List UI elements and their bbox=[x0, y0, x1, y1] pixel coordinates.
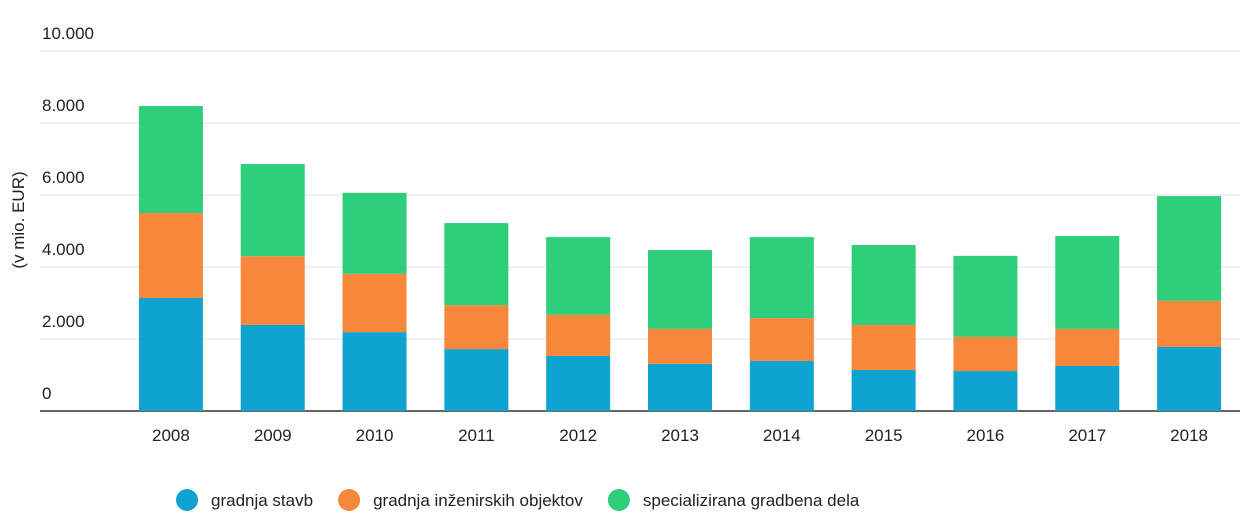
bar-segment bbox=[1055, 328, 1120, 366]
bar-segment bbox=[240, 164, 305, 257]
y-tick-label: 10.000 bbox=[42, 24, 94, 43]
bar-segment bbox=[546, 237, 611, 315]
bar-segment bbox=[648, 328, 712, 364]
x-tick-label: 2015 bbox=[865, 426, 903, 445]
bar-segment bbox=[240, 256, 305, 325]
legend-label: gradnja inženirskih objektov bbox=[373, 491, 583, 510]
bar-segment bbox=[953, 255, 1018, 337]
bar-segment bbox=[138, 297, 203, 411]
bar-segment bbox=[1157, 300, 1222, 347]
bar-segment bbox=[749, 237, 814, 319]
x-tick-label: 2012 bbox=[559, 426, 597, 445]
bar-segment bbox=[138, 213, 203, 298]
bar-segment bbox=[444, 305, 509, 350]
bar-segment bbox=[749, 360, 814, 411]
bar-segment bbox=[1055, 366, 1120, 411]
x-tick-label: 2008 bbox=[152, 426, 190, 445]
y-axis-label: (v mio. EUR) bbox=[9, 171, 28, 268]
bar-segment bbox=[546, 355, 611, 411]
legend-swatch bbox=[607, 489, 630, 511]
bar-segment bbox=[953, 371, 1018, 411]
bar-segment bbox=[546, 314, 611, 356]
legend-swatch bbox=[176, 489, 198, 511]
x-tick-label: 2011 bbox=[458, 426, 495, 445]
bar-segment bbox=[1157, 346, 1222, 411]
x-tick-label: 2013 bbox=[661, 426, 699, 445]
x-tick-label: 2010 bbox=[356, 426, 394, 445]
y-tick-label: 2.000 bbox=[42, 312, 85, 331]
bar-segment bbox=[342, 192, 407, 274]
bar-segment bbox=[953, 336, 1018, 372]
bar-segment bbox=[444, 223, 509, 306]
bar-segment bbox=[648, 250, 712, 329]
bar-segment bbox=[851, 369, 916, 411]
x-tick-label: 2017 bbox=[1068, 426, 1106, 445]
y-tick-label: 8.000 bbox=[42, 96, 85, 115]
bar-segment bbox=[342, 273, 407, 333]
bar-segment bbox=[648, 363, 712, 411]
x-tick-label: 2018 bbox=[1170, 426, 1208, 445]
legend-label: gradnja stavb bbox=[211, 491, 313, 510]
y-tick-label: 0 bbox=[42, 384, 51, 403]
legend-label: specializirana gradbena dela bbox=[643, 491, 860, 510]
bar-segment bbox=[749, 318, 814, 361]
x-tick-label: 2016 bbox=[967, 426, 1005, 445]
bar-segment bbox=[1157, 196, 1222, 301]
bar-segment bbox=[240, 324, 305, 411]
bar-segment bbox=[138, 106, 203, 213]
bar-segment bbox=[342, 332, 407, 411]
legend-swatch bbox=[338, 489, 361, 511]
y-tick-label: 6.000 bbox=[42, 168, 85, 187]
bar-segment bbox=[1055, 236, 1120, 329]
x-tick-label: 2009 bbox=[254, 426, 292, 445]
bar-segment bbox=[851, 324, 916, 370]
x-tick-label: 2014 bbox=[763, 426, 801, 445]
y-tick-label: 4.000 bbox=[42, 240, 85, 259]
bar-segment bbox=[851, 245, 916, 325]
bar-segment bbox=[444, 349, 509, 411]
